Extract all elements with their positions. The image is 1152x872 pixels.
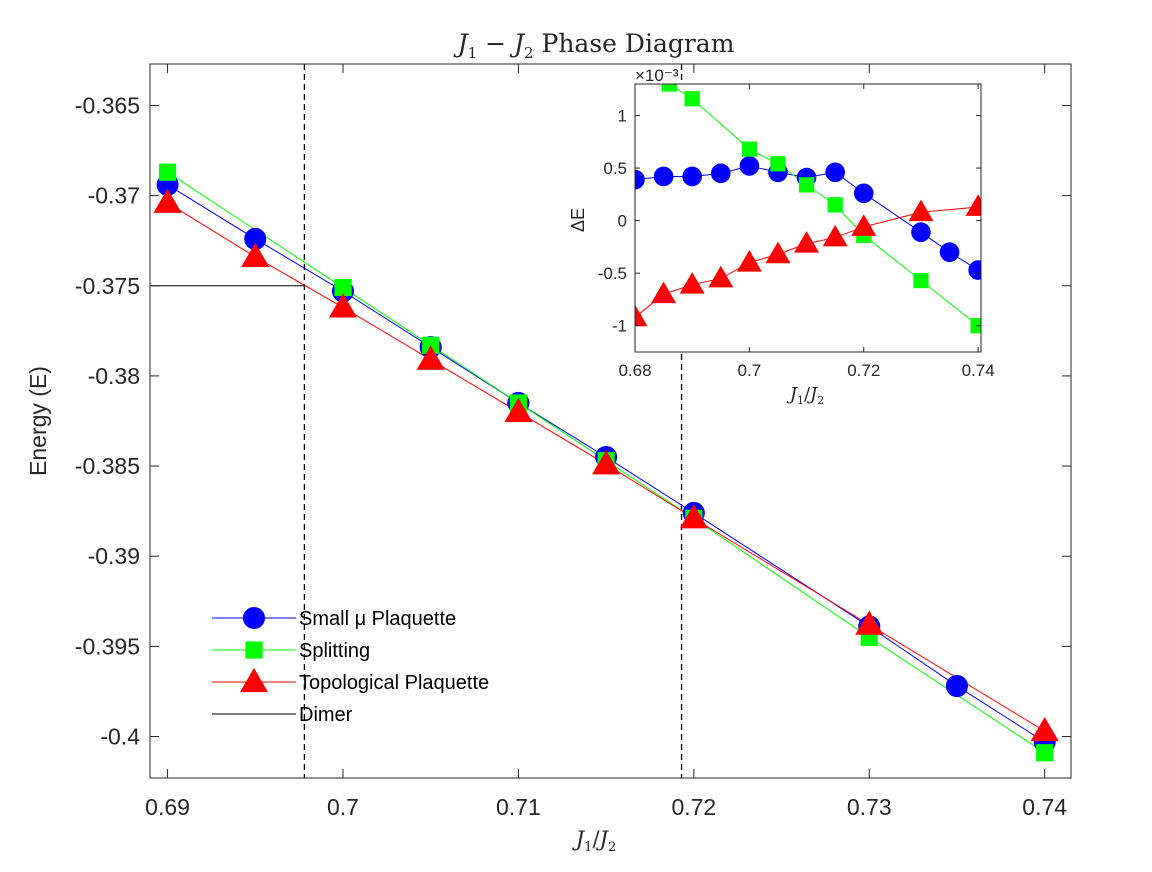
y-tick-label: -0.37 [88, 183, 140, 209]
x-tick-label: 0.71 [496, 794, 541, 820]
inset-y-tick-label: -0.5 [598, 264, 627, 283]
inset-data-point-topological-plaquette [736, 250, 762, 272]
y-tick-label: -0.365 [75, 92, 140, 118]
x-tick-label: 0.7 [327, 794, 359, 820]
inset-data-point-small-plaquette [911, 222, 931, 242]
inset-x-axis-label: J1/J2 [786, 384, 825, 407]
legend-label-small-plaquette: Small μ Plaquette [299, 608, 456, 630]
inset-y-tick-label: 0.5 [603, 159, 627, 178]
inset-series-markers [635, 84, 981, 334]
inset-data-point-topological-plaquette [635, 304, 648, 327]
inset-data-point-splitting [684, 91, 700, 107]
inset-y-axis-label: ΔE [568, 208, 588, 232]
y-tick-label: -0.4 [100, 724, 140, 750]
data-point-small-plaquette [945, 675, 969, 698]
inset-data-point-topological-plaquette [822, 224, 848, 247]
data-point-topological-plaquette [416, 345, 445, 370]
inset-data-point-splitting [661, 84, 677, 92]
inset-data-point-topological-plaquette [679, 272, 705, 294]
y-tick-label: -0.375 [75, 273, 140, 299]
y-tick-label: -0.385 [75, 453, 140, 479]
y-tick-label: -0.38 [88, 363, 140, 389]
x-tick-label: 0.69 [145, 794, 190, 820]
inset-x-tick-label: 0.72 [847, 361, 880, 380]
main-plot-frame [149, 63, 1072, 779]
inset-data-point-splitting [770, 156, 786, 172]
data-point-topological-plaquette [241, 242, 270, 267]
inset-x-tick-label: 0.7 [738, 361, 762, 380]
inset-data-point-small-plaquette [825, 162, 845, 183]
inset-data-point-small-plaquette [710, 163, 731, 184]
inset-data-point-topological-plaquette [908, 199, 934, 222]
inset-data-point-small-plaquette [968, 260, 981, 280]
series-line-small-plaquette [167, 184, 1045, 743]
inset-data-point-small-plaquette [939, 242, 960, 262]
legend-marker-topological-plaquette [239, 667, 269, 693]
data-point-topological-plaquette [504, 397, 533, 423]
legend-marker-splitting [245, 641, 263, 659]
inset-data-point-splitting [741, 141, 758, 157]
inset-data-point-topological-plaquette [708, 265, 734, 288]
inset-data-point-topological-plaquette [794, 231, 820, 253]
inset-data-point-topological-plaquette [851, 214, 877, 236]
legend: Small μ Plaquette Splitting Topological Pl… [212, 606, 489, 726]
x-tick-label: 0.72 [671, 794, 716, 820]
data-point-splitting [158, 163, 177, 181]
legend-label-topological-plaquette: Topological Plaquette [299, 672, 489, 694]
data-point-topological-plaquette [328, 293, 358, 318]
inset-y-tick-label: -1 [612, 317, 627, 336]
inset-data-point-topological-plaquette [765, 241, 791, 264]
inset-y-tick-label: 0 [618, 212, 627, 231]
y-tick-label: -0.395 [75, 633, 140, 659]
inset-y-tick-label: 1 [618, 107, 627, 126]
inset-data-point-splitting [827, 197, 843, 213]
inset-x-tick-label: 0.74 [962, 361, 995, 380]
inset-data-point-topological-plaquette [965, 194, 981, 216]
main-axis-ticks: 0.69 0.7 0.71 0.72 0.73 0.74-0.365-0.37-0.375… [75, 64, 1071, 820]
legend-label-splitting: Splitting [299, 640, 370, 662]
main-series-markers [153, 163, 1059, 762]
inset-data-point-small-plaquette [653, 166, 674, 187]
inset-data-point-splitting [798, 177, 815, 193]
data-point-splitting [334, 279, 352, 297]
data-point-topological-plaquette [592, 450, 621, 475]
data-point-topological-plaquette [153, 188, 182, 213]
inset-exponent-label: ×10⁻³ [635, 66, 679, 85]
data-point-topological-plaquette [855, 610, 884, 635]
inset-plot-frame [634, 83, 982, 353]
data-point-splitting [1036, 744, 1054, 762]
inset-data-point-small-plaquette [682, 166, 702, 187]
inset-data-point-topological-plaquette [651, 281, 677, 304]
legend-marker-small-plaquette [242, 606, 266, 630]
series-line-splitting [167, 171, 1045, 754]
inset-data-point-small-plaquette [853, 183, 874, 204]
x-tick-label: 0.74 [1022, 794, 1067, 820]
data-point-topological-plaquette [679, 504, 708, 529]
inset-x-tick-label: 0.68 [618, 361, 651, 380]
inset-axis-ticks: 0.68 0.7 0.72 0.74 1 0.5 0 -0.5 -1 [598, 84, 995, 380]
legend-label-dimer: Dimer [299, 704, 353, 726]
inset-data-point-small-plaquette [739, 156, 760, 176]
main-title: J1 − J2 Phase Diagram [453, 29, 735, 62]
main-y-axis-label: Energy (E) [25, 366, 51, 476]
data-point-topological-plaquette [1030, 716, 1059, 742]
inset-plot: 0.68 0.7 0.72 0.74 1 0.5 0 -0.5 -1 ×10⁻³ J1/J2 Δ… [568, 66, 995, 407]
x-tick-label: 0.73 [847, 794, 892, 820]
main-x-axis-label: J1/J2 [572, 827, 616, 855]
y-tick-label: -0.39 [88, 543, 140, 569]
inset-data-point-splitting [913, 272, 929, 289]
